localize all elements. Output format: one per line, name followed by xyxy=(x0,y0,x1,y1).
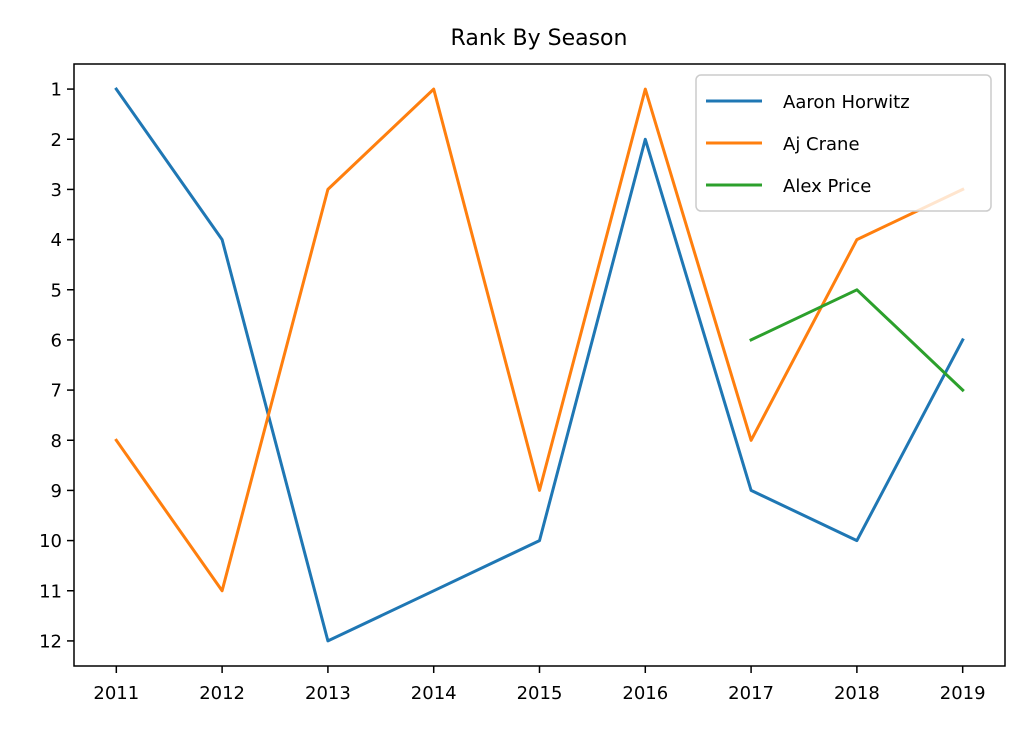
x-tick-label: 2017 xyxy=(728,683,774,704)
legend: Aaron Horwitz Aj Crane Alex Price xyxy=(695,74,992,212)
x-axis: 2011 2012 2013 2014 2015 2016 2017 2018 2019 xyxy=(93,666,986,704)
x-tick-label: 2015 xyxy=(517,683,563,704)
y-tick-label: 3 xyxy=(51,180,62,201)
y-tick-label: 2 xyxy=(51,130,62,151)
y-tick-label: 9 xyxy=(51,481,62,502)
y-tick-label: 10 xyxy=(39,531,62,552)
y-tick-label: 8 xyxy=(51,431,62,452)
legend-label-aj-crane: Aj Crane xyxy=(783,134,860,155)
y-tick-label: 5 xyxy=(51,280,62,301)
y-tick-label: 7 xyxy=(51,381,62,402)
y-tick-label: 12 xyxy=(39,631,62,652)
chart-title: Rank By Season xyxy=(451,26,628,51)
y-tick-label: 6 xyxy=(51,330,62,351)
x-tick-label: 2011 xyxy=(93,683,139,704)
y-tick-label: 4 xyxy=(51,230,62,251)
x-tick-label: 2019 xyxy=(940,683,986,704)
x-tick-label: 2013 xyxy=(305,683,351,704)
x-tick-label: 2012 xyxy=(199,683,245,704)
legend-box xyxy=(695,74,992,212)
series-line-aaron-horwitz xyxy=(114,87,965,643)
series-line-alex-price xyxy=(749,288,965,393)
series-layer xyxy=(114,87,965,643)
x-tick-label: 2014 xyxy=(411,683,457,704)
legend-label-alex-price: Alex Price xyxy=(783,176,871,197)
x-tick-label: 2018 xyxy=(834,683,880,704)
legend-label-aaron-horwitz: Aaron Horwitz xyxy=(783,92,910,113)
y-tick-label: 1 xyxy=(51,80,62,101)
plot-area-frame xyxy=(73,63,1006,667)
x-tick-label: 2016 xyxy=(622,683,668,704)
y-tick-label: 11 xyxy=(39,581,62,602)
